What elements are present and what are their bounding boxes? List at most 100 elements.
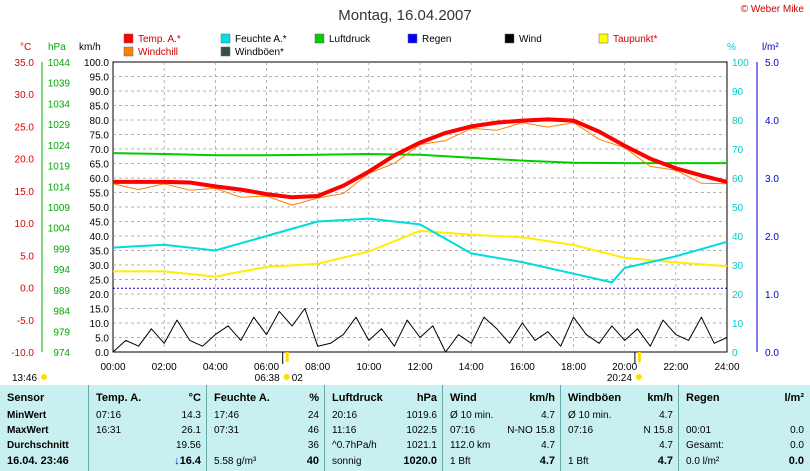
- tick-kmh: 30.0: [90, 261, 110, 272]
- tick-rain: 4.0: [765, 116, 779, 127]
- press-forecast: sonnig: [332, 456, 362, 467]
- press-min-time: 20:16: [332, 410, 358, 421]
- tick-pct: 70: [732, 145, 744, 156]
- tick-kmh: 45.0: [90, 218, 110, 229]
- tick-pct: 0: [732, 348, 738, 359]
- sunrise-icon: [283, 374, 290, 380]
- gust-min-label: Ø 10 min.: [568, 410, 612, 421]
- press-max: 1022.5: [406, 425, 437, 436]
- tick-time: 20:00: [612, 362, 637, 373]
- legend-swatch: [314, 33, 325, 44]
- tick-hpa: 1014: [48, 182, 71, 193]
- tick-pct: 20: [732, 290, 744, 301]
- tick-time: 02:00: [152, 362, 177, 373]
- tick-time: 04:00: [203, 362, 228, 373]
- gust-current: 4.7: [657, 455, 673, 467]
- header-temp: Temp. A.: [96, 392, 142, 404]
- tick-kmh: 40.0: [90, 232, 110, 243]
- tick-kmh: 80.0: [90, 116, 110, 127]
- header-rain: Regen: [686, 392, 720, 404]
- temp-max: 26.1: [181, 425, 201, 436]
- tick-kmh: 75.0: [90, 131, 110, 142]
- tick-temp: 5.0: [20, 251, 34, 262]
- wind-distance: 112.0 km: [450, 440, 491, 451]
- legend-label: Regen: [422, 34, 451, 45]
- tick-kmh: 90.0: [90, 87, 110, 98]
- tick-kmh: 10.0: [90, 319, 110, 330]
- tick-hpa: 1004: [48, 224, 71, 235]
- column-gust: Windböen km/h Ø 10 min. 4.7 07:16 N 15.8…: [560, 385, 679, 471]
- header-pressure-unit: hPa: [416, 392, 437, 404]
- tick-hpa: 979: [53, 327, 70, 338]
- column-pressure: Luftdruck hPa 20:16 1019.6 11:16 1022.5 …: [324, 385, 443, 471]
- temp-current-value: 16.4: [179, 455, 201, 467]
- press-avg: 1021.1: [406, 440, 437, 451]
- column-temp: Temp. A. °C 07:16 14.3 16:31 26.1 19.56 …: [88, 385, 207, 471]
- tick-temp: 20.0: [15, 155, 35, 166]
- rain-total-label: Gesamt:: [686, 440, 724, 451]
- tick-kmh: 70.0: [90, 145, 110, 156]
- tick-pct: 50: [732, 203, 744, 214]
- sunrise-extra: 02: [292, 373, 304, 384]
- tick-time: 10:00: [356, 362, 381, 373]
- tick-rain: 0.0: [765, 348, 779, 359]
- tick-temp: -5.0: [17, 316, 35, 327]
- tick-hpa: 999: [53, 244, 70, 255]
- wind-max-time: 07:16: [450, 425, 476, 436]
- legend-label: Temp. A.*: [138, 34, 181, 45]
- tick-kmh: 85.0: [90, 102, 110, 113]
- axis-unit-temp: °C: [20, 42, 31, 53]
- tick-hpa: 1009: [48, 203, 71, 214]
- tick-hpa: 994: [53, 265, 70, 276]
- wind-avg: 4.7: [541, 440, 555, 451]
- row-label-max: MaxWert: [7, 425, 49, 436]
- row-label-avg: Durchschnitt: [7, 440, 69, 451]
- tick-pct: 10: [732, 319, 744, 330]
- header-wind: Wind: [450, 392, 477, 404]
- press-current: 1020.0: [403, 455, 437, 467]
- tick-rain: 3.0: [765, 174, 779, 185]
- tick-kmh: 35.0: [90, 247, 110, 258]
- chart-title: Montag, 16.04.2007: [338, 7, 471, 24]
- legend-label: Wind: [519, 34, 542, 45]
- tick-hpa: 1029: [48, 120, 71, 131]
- tick-temp: 15.0: [15, 187, 35, 198]
- hum-min: 24: [307, 410, 319, 421]
- tick-hpa: 1044: [48, 58, 71, 69]
- legend-swatch: [220, 33, 231, 44]
- series-dewpoint: [113, 229, 728, 278]
- moon-icon: [41, 374, 47, 380]
- gust-min: 4.7: [659, 410, 673, 421]
- column-humidity: Feuchte A. % 17:46 24 07:31 46 36 5.58 g…: [206, 385, 325, 471]
- tick-kmh: 50.0: [90, 203, 110, 214]
- tick-temp: 0.0: [20, 284, 34, 295]
- copyright-label: © Weber Mike: [740, 4, 804, 15]
- header-sensor: Sensor: [7, 392, 45, 404]
- axis-unit-kmh: km/h: [79, 42, 101, 53]
- rain-current: 0.0: [788, 455, 804, 467]
- tick-time: 12:00: [407, 362, 432, 373]
- tick-pct: 60: [732, 174, 744, 185]
- sunrise-sun-icon: [285, 352, 289, 362]
- hum-current: 40: [306, 455, 319, 467]
- tick-time: 00:00: [100, 362, 125, 373]
- gust-beaufort: 1 Bft: [568, 456, 589, 467]
- header-gust-unit: km/h: [647, 392, 673, 404]
- hum-max-time: 07:31: [214, 425, 240, 436]
- tick-pct: 80: [732, 116, 744, 127]
- sunset-sun-icon: [637, 352, 641, 362]
- tick-rain: 5.0: [765, 58, 779, 69]
- series-temperature: [113, 117, 728, 200]
- header-humidity: Feuchte A.: [214, 392, 270, 404]
- hum-max: 46: [307, 425, 319, 436]
- series-pressure: [112, 152, 727, 165]
- rain-max-time: 00:01: [686, 425, 712, 436]
- tick-hpa: 1039: [48, 79, 71, 90]
- tick-kmh: 60.0: [90, 174, 110, 185]
- gust-max: N 15.8: [643, 425, 673, 436]
- temp-min-time: 07:16: [96, 410, 122, 421]
- tick-time: 06:00: [254, 362, 279, 373]
- tick-hpa: 989: [53, 286, 70, 297]
- tick-pct: 90: [732, 87, 744, 98]
- legend-label: Feuchte A.*: [235, 34, 287, 45]
